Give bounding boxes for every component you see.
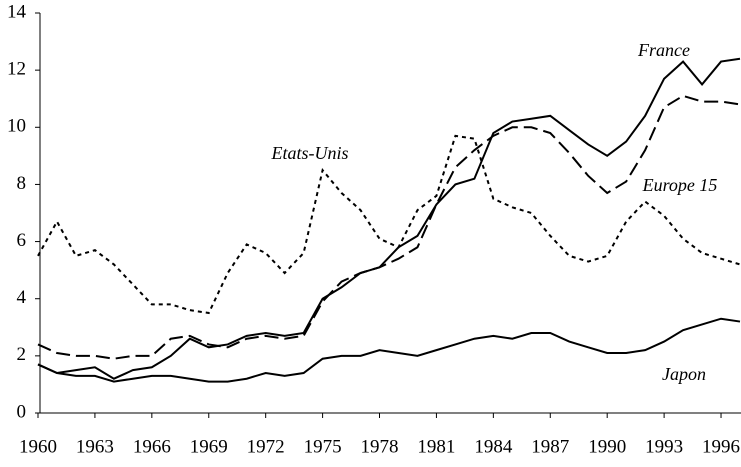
x-tick-label: 1984: [474, 436, 513, 457]
series-label: Etats-Unis: [270, 143, 348, 163]
x-tick-label: 1975: [304, 436, 342, 457]
series-label: Europe 15: [642, 175, 718, 195]
series-line: [37, 134, 741, 315]
y-tick-label: 14: [7, 1, 27, 22]
x-tick-label: 1960: [19, 436, 57, 457]
x-tick-label: 1981: [417, 436, 455, 457]
y-tick-label: 2: [17, 344, 27, 365]
x-tick-label: 1987: [531, 436, 569, 457]
series-label: France: [637, 40, 690, 60]
x-tick-label: 1963: [76, 436, 114, 457]
x-tick-label: 1972: [247, 436, 285, 457]
series-label: Japon: [662, 364, 706, 384]
x-tick-label: 1978: [361, 436, 399, 457]
series-line: [37, 317, 741, 383]
x-tick-label: 1993: [645, 436, 683, 457]
y-tick-label: 8: [17, 173, 27, 194]
x-tick-label: 1969: [190, 436, 228, 457]
y-tick-label: 10: [7, 116, 26, 137]
y-tick-label: 12: [7, 59, 26, 80]
x-tick-label: 1996: [702, 436, 740, 457]
series-line: [37, 57, 741, 380]
y-tick-label: 4: [17, 287, 27, 308]
x-tick-label: 1966: [133, 436, 171, 457]
y-tick-label: 0: [17, 401, 27, 422]
series-line: [37, 94, 741, 360]
x-tick-label: 1990: [588, 436, 626, 457]
y-tick-label: 6: [17, 230, 27, 251]
